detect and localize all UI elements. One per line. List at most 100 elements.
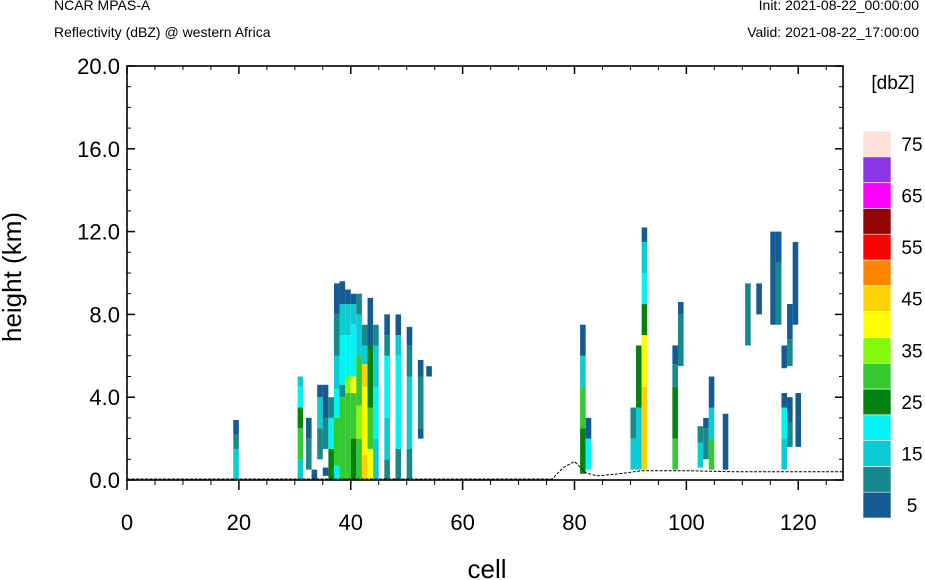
reflectivity-cell — [395, 448, 402, 480]
colorbar-swatch — [862, 285, 892, 312]
colorbar-label: 55 — [901, 238, 922, 259]
reflectivity-cell — [641, 241, 648, 273]
reflectivity-cell — [333, 314, 340, 356]
reflectivity-cell — [339, 384, 346, 398]
colorbar-swatch — [862, 208, 892, 235]
reflectivity-cell — [322, 384, 329, 418]
plot-frame — [126, 65, 844, 481]
colorbar-swatch — [862, 311, 892, 338]
reflectivity-cell — [781, 393, 788, 408]
reflectivity-cell — [417, 376, 424, 429]
reflectivity-cell — [417, 359, 424, 377]
reflectivity-cell — [356, 438, 362, 480]
colorbar-swatch — [862, 388, 892, 416]
reflectivity-cell — [350, 438, 357, 480]
reflectivity-cell — [672, 364, 678, 387]
colorbar-swatch — [862, 362, 892, 390]
reflectivity-cell — [345, 335, 351, 377]
reflectivity-cell — [745, 283, 751, 346]
reflectivity-cell — [306, 438, 312, 470]
reflectivity-cell — [697, 442, 704, 468]
reflectivity-cell — [350, 324, 357, 377]
reflectivity-cell — [361, 386, 368, 456]
reflectivity-cell — [367, 345, 374, 408]
reflectivity-cell — [297, 376, 304, 387]
reflectivity-cell — [345, 376, 351, 394]
reflectivity-cell — [775, 262, 782, 325]
colorbar-swatch — [862, 233, 892, 261]
terrain-line — [127, 460, 843, 480]
reflectivity-cell — [677, 314, 684, 367]
y-tick-label: 16.0 — [77, 137, 120, 162]
reflectivity-cell — [585, 438, 592, 470]
reflectivity-cell — [641, 304, 648, 336]
plot-area — [127, 227, 843, 480]
reflectivity-cell — [328, 417, 334, 449]
y-tick-label: 0.0 — [89, 468, 120, 493]
reflectivity-cell — [641, 335, 648, 387]
reflectivity-cell — [350, 293, 357, 305]
init-time: Init: 2021-08-22_00:00:00 — [758, 0, 919, 13]
reflectivity-cell — [697, 426, 704, 443]
reflectivity-cell — [636, 407, 642, 470]
reflectivity-cell — [792, 241, 799, 325]
reflectivity-cell — [677, 301, 684, 315]
colorbar-label: 35 — [901, 341, 922, 362]
reflectivity-cell — [630, 438, 637, 470]
reflectivity-cell — [345, 304, 351, 336]
reflectivity-cell — [297, 428, 304, 460]
x-tick-label: 0 — [121, 510, 133, 535]
reflectivity-cell — [373, 345, 379, 387]
x-tick-label: 120 — [780, 510, 817, 535]
reflectivity-cell — [333, 417, 340, 466]
reflectivity-cell — [787, 422, 793, 447]
reflectivity-cell — [350, 304, 357, 325]
reflectivity-cell — [373, 438, 379, 480]
reflectivity-cell — [781, 438, 788, 470]
colorbar-label: 15 — [901, 445, 922, 466]
colorbar-label: 25 — [901, 393, 922, 414]
reflectivity-cell — [641, 273, 648, 305]
reflectivity-cell — [328, 397, 334, 418]
reflectivity-cell — [756, 283, 762, 315]
reflectivity-cell — [384, 335, 390, 356]
x-tick-label: 20 — [227, 510, 251, 535]
y-tick-label: 12.0 — [77, 220, 120, 245]
reflectivity-cell — [703, 417, 709, 429]
colorbar-swatch — [862, 466, 892, 493]
reflectivity-cell — [306, 417, 312, 439]
reflectivity-cell — [384, 314, 390, 336]
reflectivity-cell — [317, 428, 323, 460]
reflectivity-cell — [708, 376, 715, 408]
reflectivity-cell — [328, 448, 334, 480]
colorbar-swatch — [862, 259, 892, 287]
reflectivity-cell — [367, 297, 374, 346]
colorbar-label: 65 — [901, 187, 922, 208]
reflectivity-cell — [350, 393, 357, 439]
reflectivity-cell — [641, 227, 648, 242]
colorbar-swatch — [862, 337, 892, 364]
reflectivity-cell — [367, 407, 374, 449]
x-axis: 0 20 40 60 80 100 120 — [121, 66, 827, 535]
reflectivity-cell — [630, 407, 637, 439]
reflectivity-cell — [373, 386, 379, 439]
y-tick-label: 4.0 — [89, 385, 120, 410]
valid-time: Valid: 2021-08-22_17:00:00 — [747, 24, 919, 40]
reflectivity-cell — [297, 459, 304, 480]
reflectivity-cell — [356, 355, 362, 406]
reflectivity-cell — [339, 335, 346, 385]
reflectivity-cell — [356, 293, 362, 315]
reflectivity-cell — [339, 304, 346, 336]
colorbar-label: 45 — [901, 290, 922, 311]
reflectivity-cell — [373, 324, 379, 346]
reflectivity-cell — [361, 324, 368, 346]
reflectivity-cell — [722, 413, 729, 470]
reflectivity-cell — [417, 428, 424, 439]
colorbar-swatch — [862, 491, 892, 519]
reflectivity-cell — [395, 314, 402, 336]
reflectivity-cell — [672, 438, 678, 470]
reflectivity-cell — [795, 393, 802, 447]
colorbar-swatch — [862, 414, 892, 441]
reflectivity-cell — [384, 417, 390, 460]
reflectivity-cell — [781, 345, 788, 369]
